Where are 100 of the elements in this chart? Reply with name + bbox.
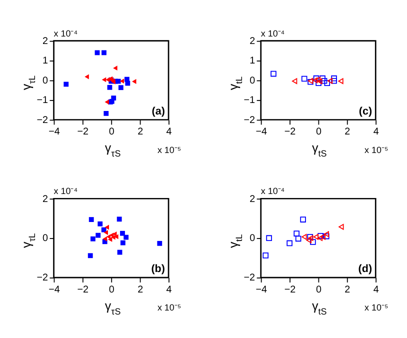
point — [113, 66, 118, 71]
x-tick-label: 2 — [344, 284, 350, 296]
y-axis-title: γτL — [19, 75, 37, 90]
point — [320, 234, 326, 240]
point — [98, 221, 103, 226]
y-tick-label: −1 — [244, 95, 256, 106]
y-axis-title: γtL — [226, 234, 244, 248]
point — [338, 78, 344, 84]
y-tick-label: −2 — [36, 114, 48, 126]
point — [302, 234, 307, 240]
text: x 10⁻⁵ — [157, 144, 182, 155]
y-axis-title: γtL — [226, 76, 244, 90]
text: x 10⁻⁵ — [364, 302, 388, 313]
point — [102, 50, 106, 56]
point — [300, 216, 306, 222]
x-tick-label: 4 — [373, 126, 380, 138]
point — [295, 236, 302, 242]
point — [94, 50, 100, 56]
point — [116, 216, 122, 222]
point — [104, 100, 109, 104]
y-tick-label: 0 — [42, 75, 48, 86]
point — [104, 224, 109, 230]
point — [125, 80, 130, 86]
annotation: (b) — [151, 263, 166, 276]
y-tick-label: 2 — [42, 194, 48, 205]
point — [318, 233, 324, 239]
y-tick-label: 2 — [42, 36, 48, 47]
point — [118, 85, 124, 90]
y-tick-label: 0 — [42, 233, 48, 244]
x-tick-label: 0 — [108, 126, 115, 138]
x-tick-label: −2 — [77, 126, 89, 138]
annotation: (a) — [152, 105, 166, 118]
point — [310, 239, 316, 245]
x-tick-label: −2 — [77, 284, 89, 296]
point — [292, 78, 298, 84]
annotation: (d) — [358, 263, 372, 276]
point — [102, 236, 107, 242]
point — [116, 78, 121, 84]
point — [120, 78, 124, 84]
x-tick-label: −2 — [284, 126, 296, 138]
x-tick-label: −2 — [284, 284, 296, 296]
text: x 10⁻⁴ — [260, 186, 285, 196]
x-tick-label: −4 — [48, 126, 60, 138]
text: x 10⁻⁵ — [364, 144, 388, 155]
point — [157, 240, 162, 246]
x-tick-label: 0 — [316, 284, 322, 296]
x-tick-label: −4 — [48, 284, 60, 296]
point — [104, 230, 108, 236]
point — [294, 230, 300, 236]
point — [84, 74, 89, 80]
text: x 10⁻⁴ — [260, 28, 285, 38]
point — [331, 78, 337, 84]
x-tick-label: −4 — [256, 284, 268, 296]
y-tick-label: 1 — [250, 56, 256, 67]
y-tick-label: −2 — [244, 272, 256, 284]
y-tick-label: 2 — [250, 36, 256, 47]
point — [120, 230, 125, 236]
point — [286, 240, 292, 246]
text: x 10⁻⁵ — [157, 302, 182, 313]
point — [104, 110, 109, 116]
y-tick-label: 0 — [250, 75, 256, 86]
point — [324, 80, 330, 86]
x-tick-label: 2 — [138, 284, 144, 296]
point — [320, 75, 326, 82]
point — [101, 227, 106, 232]
point — [64, 82, 69, 87]
y-tick-label: 2 — [250, 194, 256, 205]
point — [301, 76, 308, 82]
point — [124, 234, 129, 240]
x-tick-label: 0 — [108, 284, 115, 296]
text: x 10⁻⁴ — [54, 28, 78, 38]
point — [102, 77, 106, 82]
point — [306, 237, 312, 244]
y-tick-label: −2 — [36, 272, 48, 284]
point — [313, 234, 319, 240]
y-axis-title: γτL — [19, 233, 37, 248]
point — [270, 70, 276, 77]
text: x 10⁻⁴ — [54, 186, 78, 196]
point — [338, 224, 344, 230]
x-tick-label: −4 — [256, 126, 268, 138]
point — [96, 232, 101, 238]
point — [108, 237, 112, 242]
point — [321, 78, 328, 84]
point — [331, 75, 337, 82]
point — [262, 252, 269, 258]
y-tick-label: 1 — [42, 56, 48, 67]
point — [88, 217, 94, 222]
point — [324, 233, 330, 240]
y-tick-label: −1 — [36, 95, 48, 106]
x-tick-label: 4 — [166, 284, 172, 296]
y-tick-label: −2 — [244, 114, 256, 126]
x-tick-label: 4 — [166, 126, 172, 138]
annotation: (c) — [358, 105, 372, 118]
point — [88, 253, 93, 258]
x-tick-label: 0 — [316, 126, 322, 138]
point — [327, 78, 333, 84]
x-tick-label: 2 — [138, 126, 144, 138]
x-tick-label: 2 — [344, 126, 350, 138]
point — [107, 84, 112, 90]
y-tick-label: 0 — [250, 233, 256, 244]
